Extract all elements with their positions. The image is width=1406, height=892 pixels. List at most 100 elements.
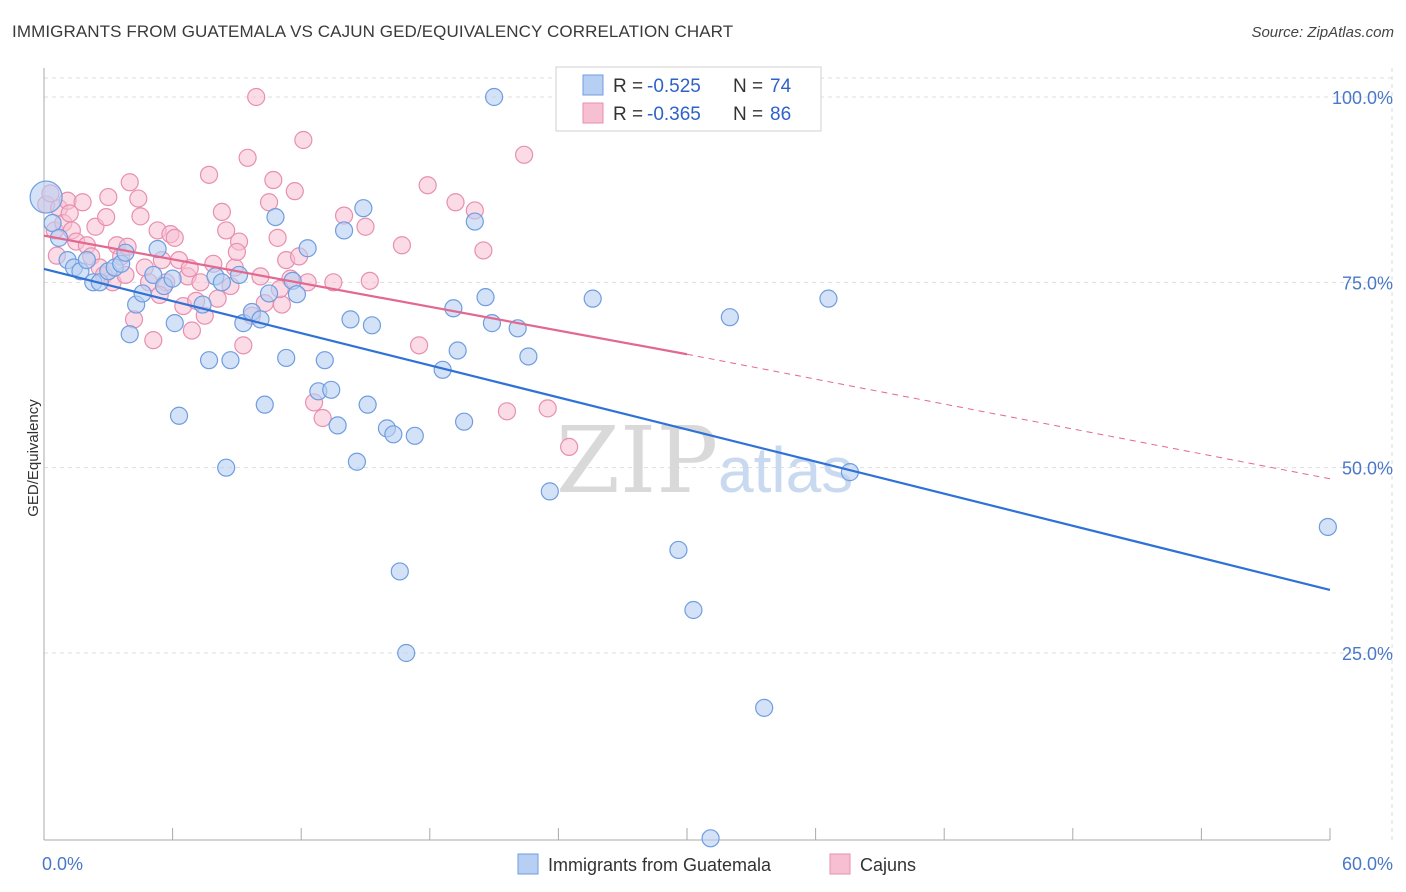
guatemala-point [315, 351, 334, 370]
cajuns-point [409, 336, 429, 355]
guatemala-point [583, 289, 602, 308]
cajuns-point [234, 336, 253, 355]
legend-n-label-guatemala: N = [733, 76, 763, 97]
guatemala-point [362, 316, 382, 335]
cajuns-point [144, 331, 163, 350]
legend-n-label-cajuns: N = [733, 104, 763, 125]
cajuns-point [227, 242, 246, 262]
cajuns-point [73, 193, 92, 212]
guatemala-point [259, 284, 279, 303]
guatemala-point [755, 698, 774, 717]
cajuns-point [165, 228, 184, 247]
legend-r-value-cajuns: -0.365 [647, 104, 701, 125]
trend-lines [43, 234, 1331, 592]
x-tick-label-min: 0.0% [42, 854, 83, 874]
watermark-atlas: atlas [718, 434, 853, 506]
cajuns-point [418, 176, 437, 195]
bottom-legend-swatch-guatemala [517, 853, 539, 875]
guatemala-point [341, 310, 360, 329]
bottom-legend: Immigrants from Guatemala Cajuns [517, 853, 916, 875]
guatemala-point [390, 562, 409, 581]
cajuns-point [212, 202, 231, 222]
guatemala-point [217, 458, 236, 477]
cajuns-point [313, 408, 332, 428]
legend-r-value-guatemala: -0.525 [647, 76, 701, 97]
guatemala-point [266, 207, 285, 227]
bottom-legend-label-cajuns: Cajuns [860, 855, 916, 875]
guatemala-point [448, 341, 467, 360]
cajuns-point [60, 204, 79, 223]
guatemala-point [384, 425, 403, 444]
guatemala-point [255, 395, 274, 414]
cajuns-point [199, 165, 219, 184]
cajuns-point [99, 187, 118, 207]
guatemala-point [347, 452, 367, 471]
x-tick-labels: 0.0% 60.0% [42, 854, 1393, 874]
cajuns-point [560, 437, 579, 457]
guatemala-point [298, 239, 317, 258]
y-tick-label-50: 50.0% [1342, 459, 1393, 479]
bottom-legend-swatch-cajuns [829, 853, 851, 875]
y-tick-label-75: 75.0% [1342, 273, 1393, 293]
guatemala-point [519, 347, 538, 366]
guatemala-point [405, 426, 424, 445]
guatemala-point [701, 829, 720, 848]
cajuns-point [538, 399, 557, 418]
guatemala-point [720, 308, 739, 327]
watermark-zip: ZIP [556, 407, 718, 514]
guatemala-point [165, 314, 184, 333]
cajuns-point [182, 321, 201, 340]
guatemala-point [212, 273, 231, 292]
guatemala-point [669, 540, 688, 560]
guatemala-point [287, 285, 307, 304]
cajuns-point [285, 182, 304, 201]
guatemala-point [277, 348, 296, 368]
cajuns-point [247, 87, 266, 107]
guatemala-point [144, 265, 163, 285]
guatemala-point [358, 395, 377, 414]
series-guatemala-points [29, 87, 1337, 848]
legend-n-value-cajuns: 86 [770, 104, 791, 125]
guatemala-point [221, 351, 240, 370]
cajuns-point [324, 273, 343, 292]
cajuns-point [129, 189, 148, 208]
cajuns-point [446, 193, 465, 212]
legend: R = -0.525 N = 74 R = -0.365 N = 86 [555, 66, 822, 132]
bottom-legend-label-guatemala: Immigrants from Guatemala [548, 855, 772, 875]
guatemala-point [29, 180, 63, 214]
guatemala-point [1318, 517, 1337, 537]
guatemala-point [163, 269, 182, 288]
guatemala-point [476, 288, 495, 307]
y-tick-label-25: 25.0% [1342, 644, 1393, 664]
x-tick-label-max: 60.0% [1342, 854, 1393, 874]
grid-lines [44, 68, 1393, 840]
cajuns-point [356, 217, 375, 236]
guatemala-trend-line [43, 267, 1331, 592]
chart-title: IMMIGRANTS FROM GUATEMALA VS CAJUN GED/E… [12, 22, 734, 41]
cajuns-point [238, 148, 257, 167]
legend-swatch-guatemala [582, 74, 604, 96]
guatemala-point [77, 250, 96, 270]
guatemala-point [334, 221, 354, 240]
guatemala-point [465, 212, 484, 231]
guatemala-point [354, 199, 373, 218]
y-tick-labels: 25.0% 50.0% 75.0% 100.0% [1332, 88, 1393, 664]
cajuns-point [392, 236, 412, 255]
cajuns-point [515, 145, 534, 164]
legend-n-value-guatemala: 74 [770, 76, 792, 97]
guatemala-point [397, 643, 416, 663]
guatemala-point [485, 87, 504, 107]
guatemala-point [199, 351, 219, 370]
guatemala-point [120, 325, 139, 344]
guatemala-point [454, 412, 474, 431]
legend-swatch-cajuns [582, 102, 604, 124]
guatemala-point [322, 380, 341, 399]
guatemala-point [444, 299, 463, 318]
cajuns-point [268, 228, 287, 247]
guatemala-point [819, 289, 838, 308]
cajuns-point [120, 173, 139, 192]
cajuns-point [497, 402, 517, 421]
guatemala-point [684, 600, 703, 620]
y-tick-label-100: 100.0% [1332, 88, 1393, 108]
